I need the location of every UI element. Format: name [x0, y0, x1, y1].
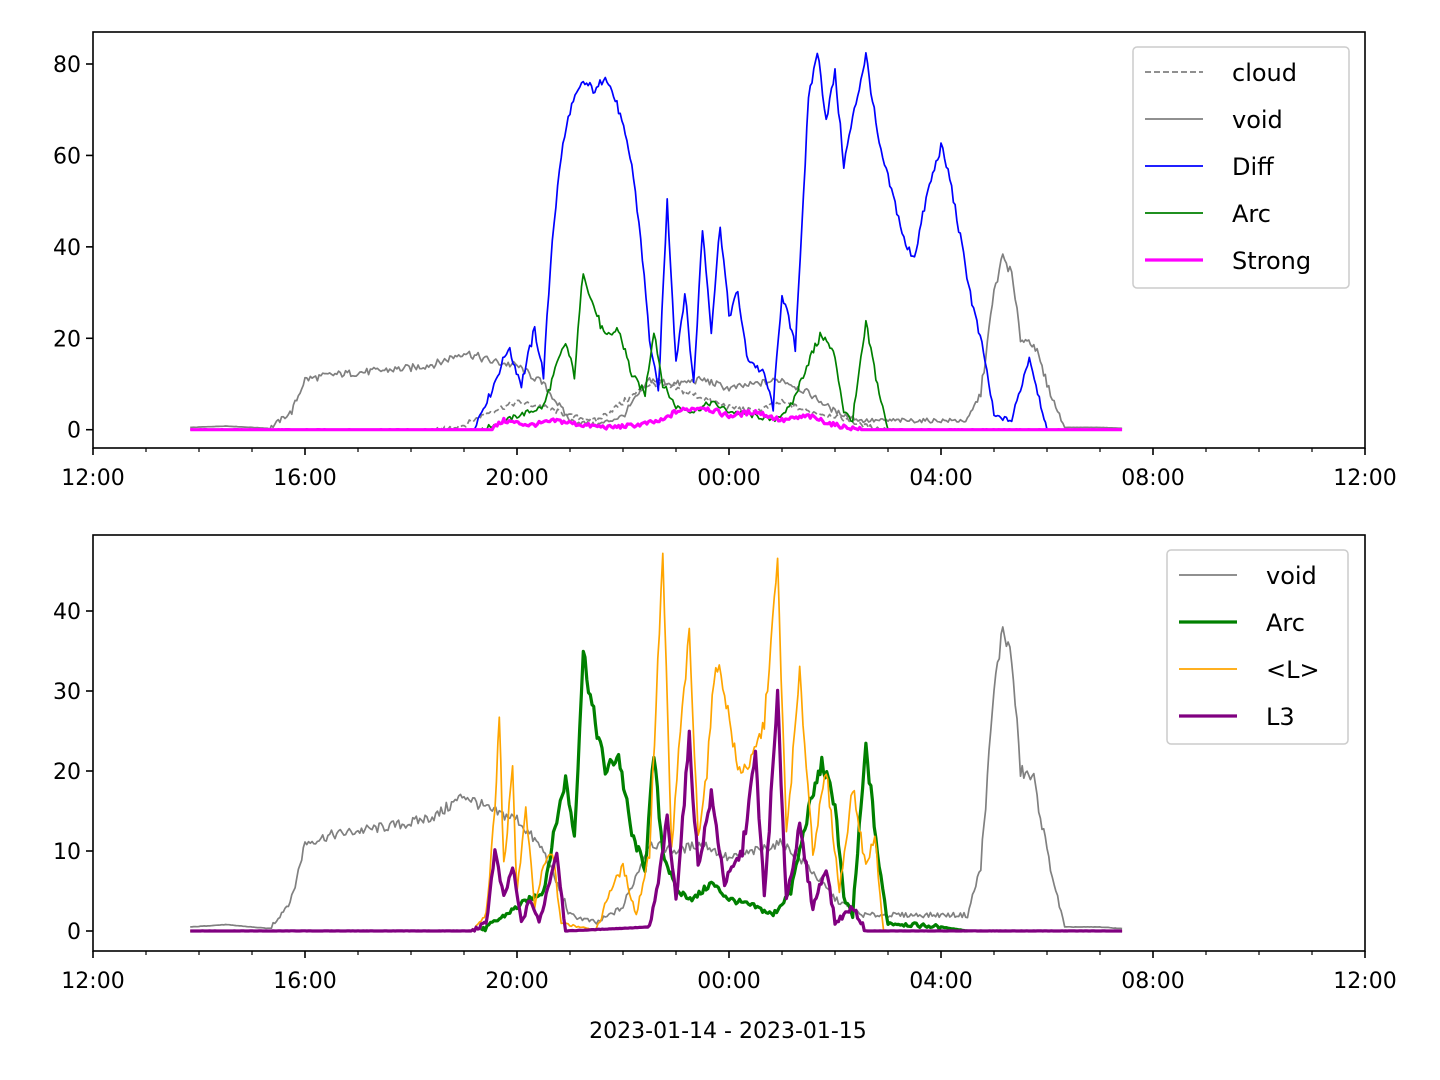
top-legend: cloud void Diff Arc Strong	[1132, 46, 1350, 289]
bottom-y-tick-label: 10	[53, 840, 81, 865]
top-x-tick-label: 08:00	[1121, 466, 1184, 491]
bottom-legend-label-arc: Arc	[1266, 609, 1305, 637]
bottom-legend-label-l3: L3	[1266, 703, 1295, 731]
top-x-tick-label: 12:00	[1333, 466, 1396, 491]
top-legend-box	[1132, 46, 1350, 289]
top-series-group	[190, 52, 1123, 432]
top-series-arc-line	[481, 273, 968, 431]
bottom-x-tick-label: 20:00	[485, 969, 548, 994]
top-y-tick-label: 40	[53, 236, 81, 261]
bottom-chart-panel: 0 10 20 30 40 12:00 16:00 20:00 00:00 04:00 08:00 1…	[53, 534, 1397, 994]
top-y-tick-label: 20	[53, 327, 81, 352]
bottom-x-tick-label: 08:00	[1121, 969, 1184, 994]
top-x-tick-label: 20:00	[485, 466, 548, 491]
bottom-x-tick-label: 16:00	[273, 969, 336, 994]
bottom-legend-label-void: void	[1266, 562, 1317, 590]
top-x-tick-label: 12:00	[61, 466, 124, 491]
top-legend-label-diff: Diff	[1232, 153, 1274, 181]
top-legend-label-arc: Arc	[1232, 200, 1271, 228]
top-x-tick-label: 00:00	[697, 466, 760, 491]
top-series-diff-line	[472, 52, 1048, 431]
bottom-x-tick-label: 04:00	[909, 969, 972, 994]
bottom-legend: void Arc <L> L3	[1166, 549, 1349, 745]
top-legend-label-strong: Strong	[1232, 247, 1311, 275]
bottom-y-tick-label: 40	[53, 600, 81, 625]
bottom-series-void-line	[190, 626, 1123, 930]
bottom-legend-label-l: <L>	[1266, 656, 1320, 684]
bottom-y-tick-label: 0	[67, 920, 81, 945]
bottom-y-tick-label: 30	[53, 680, 81, 705]
bottom-y-tick-label: 20	[53, 760, 81, 785]
top-y-tick-label: 80	[53, 53, 81, 78]
top-x-tick-label: 16:00	[273, 466, 336, 491]
bottom-series-group	[190, 552, 1123, 933]
bottom-series-arc-line	[480, 649, 968, 933]
bottom-x-tick-label: 00:00	[697, 969, 760, 994]
top-series-strong-line	[190, 406, 1123, 432]
top-chart-panel: 0 20 40 60 80 12:00 16:00 20:00 00:00 04:00 08:00 1…	[53, 31, 1397, 491]
bottom-series-l3-line	[190, 688, 1123, 933]
top-y-tick-label: 60	[53, 144, 81, 169]
bottom-legend-box	[1166, 549, 1349, 745]
bottom-x-axis-label: 2023-01-14 - 2023-01-15	[589, 1019, 867, 1044]
top-y-tick-label: 0	[67, 419, 81, 444]
top-legend-label-void: void	[1232, 106, 1283, 134]
top-x-tick-label: 04:00	[909, 466, 972, 491]
top-legend-label-cloud: cloud	[1232, 59, 1297, 87]
bottom-x-tick-label: 12:00	[61, 969, 124, 994]
bottom-x-tick-label: 12:00	[1333, 969, 1396, 994]
